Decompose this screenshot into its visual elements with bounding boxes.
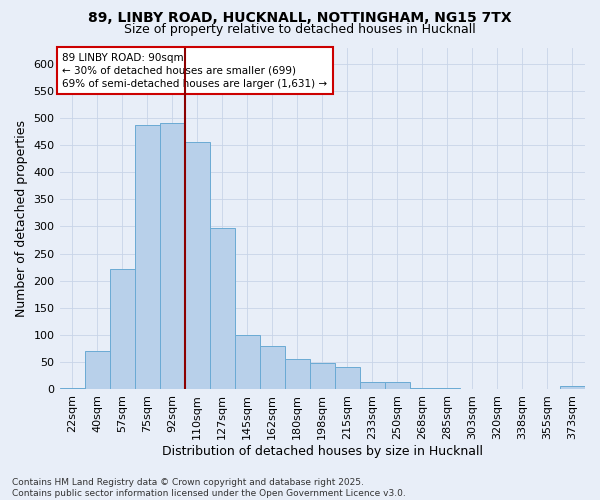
Bar bbox=[260, 346, 285, 389]
Bar bbox=[235, 335, 260, 389]
Text: Size of property relative to detached houses in Hucknall: Size of property relative to detached ho… bbox=[124, 22, 476, 36]
X-axis label: Distribution of detached houses by size in Hucknall: Distribution of detached houses by size … bbox=[162, 444, 483, 458]
Text: 89, LINBY ROAD, HUCKNALL, NOTTINGHAM, NG15 7TX: 89, LINBY ROAD, HUCKNALL, NOTTINGHAM, NG… bbox=[88, 11, 512, 25]
Bar bbox=[410, 388, 435, 389]
Bar bbox=[560, 386, 585, 389]
Bar bbox=[385, 382, 410, 389]
Bar bbox=[134, 125, 160, 389]
Bar bbox=[160, 124, 185, 389]
Bar bbox=[310, 363, 335, 389]
Bar bbox=[435, 388, 460, 389]
Text: 89 LINBY ROAD: 90sqm
← 30% of detached houses are smaller (699)
69% of semi-deta: 89 LINBY ROAD: 90sqm ← 30% of detached h… bbox=[62, 52, 327, 89]
Bar bbox=[209, 228, 235, 389]
Bar bbox=[85, 351, 110, 389]
Bar bbox=[285, 360, 310, 389]
Bar bbox=[185, 142, 209, 389]
Bar bbox=[360, 382, 385, 389]
Y-axis label: Number of detached properties: Number of detached properties bbox=[15, 120, 28, 317]
Bar bbox=[110, 268, 134, 389]
Text: Contains HM Land Registry data © Crown copyright and database right 2025.
Contai: Contains HM Land Registry data © Crown c… bbox=[12, 478, 406, 498]
Bar bbox=[59, 388, 85, 389]
Bar bbox=[335, 368, 360, 389]
